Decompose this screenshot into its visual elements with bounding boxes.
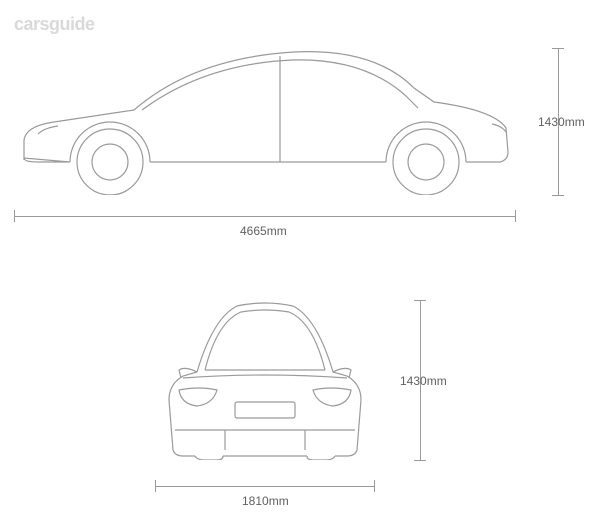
watermark-logo: carsguide [14,14,95,35]
height-label-front: 1430mm [400,374,447,388]
car-side-svg [14,40,516,195]
car-side-view [14,40,516,195]
width-label: 1810mm [242,494,289,508]
dim-tick [414,300,426,301]
length-label: 4665mm [240,224,287,238]
dim-tick [515,210,516,222]
dim-tick [374,480,375,492]
car-front-view [155,290,375,460]
dim-tick [155,480,156,492]
dim-tick [14,210,15,222]
dim-line-length [14,216,516,217]
height-label-side: 1430mm [538,115,585,129]
car-front-svg [155,290,375,460]
dim-line-width [155,486,375,487]
dim-tick [414,460,426,461]
dim-tick [552,195,564,196]
dim-tick [552,48,564,49]
